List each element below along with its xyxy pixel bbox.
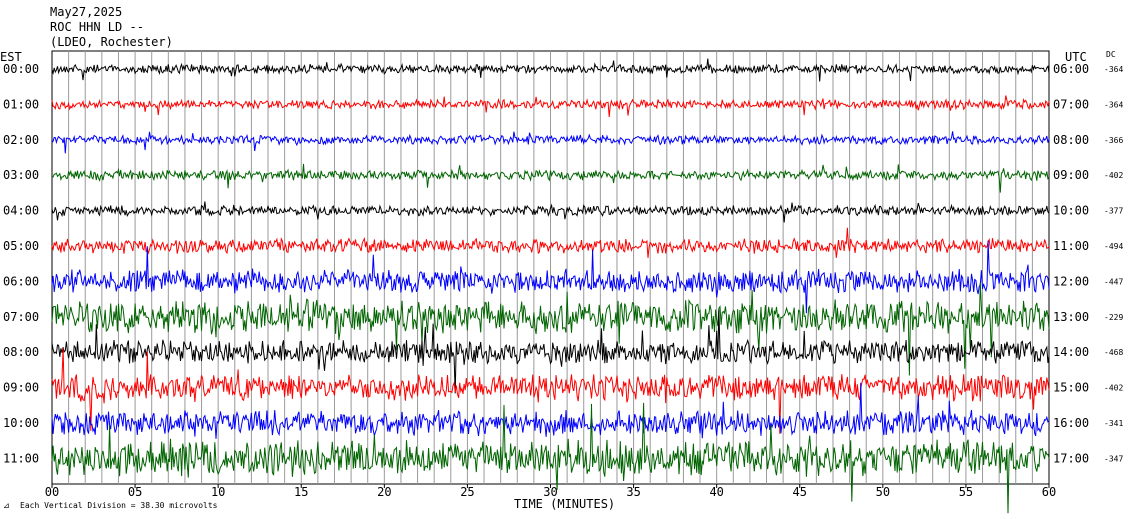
trace-line [51,382,1050,439]
dc-offset-label: -364 [1104,100,1123,109]
trace-line [51,309,1050,394]
seismic-traces [51,58,1050,514]
dc-offset-label: -229 [1104,313,1123,322]
utc-hour-label: 10:00 [1053,204,1089,218]
x-axis-title: TIME (MINUTES) [514,497,615,511]
x-tick-label: 35 [626,485,640,499]
header-station: ROC HHN LD -- [50,20,144,34]
est-hour-label: 03:00 [3,168,39,182]
utc-hour-labels: 06:00 07:00 08:00 09:00 10:00 11:00 12:00 13:00… [1053,62,1089,465]
est-hour-label: 08:00 [3,345,39,359]
trace-line [51,201,1050,223]
dc-column-label: DC [1106,50,1116,59]
trace-line [51,402,1050,514]
utc-hour-label: 14:00 [1053,345,1089,359]
utc-hour-label: 09:00 [1053,168,1089,182]
trace-line [51,58,1050,82]
est-hour-label: 09:00 [3,381,39,395]
footer-icon: ⊿ [3,501,10,510]
x-tick-label: 20 [377,485,391,499]
est-hour-labels: 00:00 01:00 02:00 03:00 04:00 05:00 06:00 07:00… [3,62,39,465]
footer-note: Each Vertical Division = 38.30 microvolt… [20,501,218,510]
x-tick-label: 10 [211,485,225,499]
utc-hour-label: 07:00 [1053,97,1089,111]
dc-offset-labels: -364 -364 -366 -402 -377 -494 -447 -229 -468 -402… [1104,65,1123,463]
dc-offset-label: -364 [1104,65,1123,74]
est-hour-label: 00:00 [3,62,39,76]
x-tick-label: 05 [128,485,142,499]
trace-line [51,163,1050,193]
dc-offset-label: -447 [1104,277,1123,286]
dc-offset-label: -366 [1104,136,1123,145]
dc-offset-label: -494 [1104,242,1123,251]
utc-hour-label: 12:00 [1053,274,1089,288]
trace-line [51,348,1050,434]
utc-hour-label: 06:00 [1053,62,1089,76]
trace-line [51,95,1050,118]
est-hour-label: 07:00 [3,310,39,324]
est-hour-label: 11:00 [3,451,39,465]
utc-axis-label: UTC [1065,50,1087,64]
x-tick-label: 45 [793,485,807,499]
trace-line [51,131,1050,154]
x-tick-labels: 00 05 10 15 20 25 30 35 40 45 50 55 60 [45,484,1056,499]
utc-hour-label: 13:00 [1053,310,1089,324]
dc-offset-label: -402 [1104,171,1123,180]
dc-offset-label: -402 [1104,384,1123,393]
header-date: May27,2025 [50,5,122,19]
utc-hour-label: 17:00 [1053,451,1089,465]
dc-offset-label: -468 [1104,348,1123,357]
trace-line [51,240,1050,314]
dc-offset-label: -341 [1104,419,1123,428]
est-hour-label: 04:00 [3,204,39,218]
utc-hour-label: 16:00 [1053,416,1089,430]
x-tick-label: 00 [45,485,59,499]
dc-offset-label: -377 [1104,207,1123,216]
header-network: (LDEO, Rochester) [50,35,173,49]
x-tick-label: 55 [959,485,973,499]
est-hour-label: 06:00 [3,274,39,288]
est-axis-label: EST [0,50,22,64]
x-tick-label: 40 [709,485,723,499]
utc-hour-label: 11:00 [1053,239,1089,253]
trace-line [51,282,1050,376]
est-hour-label: 01:00 [3,97,39,111]
est-hour-label: 05:00 [3,239,39,253]
utc-hour-label: 15:00 [1053,381,1089,395]
x-tick-label: 25 [460,485,474,499]
x-tick-label: 60 [1042,485,1056,499]
x-tick-label: 50 [876,485,890,499]
x-tick-label: 15 [294,485,308,499]
dc-offset-label: -347 [1104,454,1123,463]
x-tick-label: 30 [543,485,557,499]
trace-line [51,227,1050,258]
utc-hour-label: 08:00 [1053,133,1089,147]
est-hour-label: 02:00 [3,133,39,147]
est-hour-label: 10:00 [3,416,39,430]
